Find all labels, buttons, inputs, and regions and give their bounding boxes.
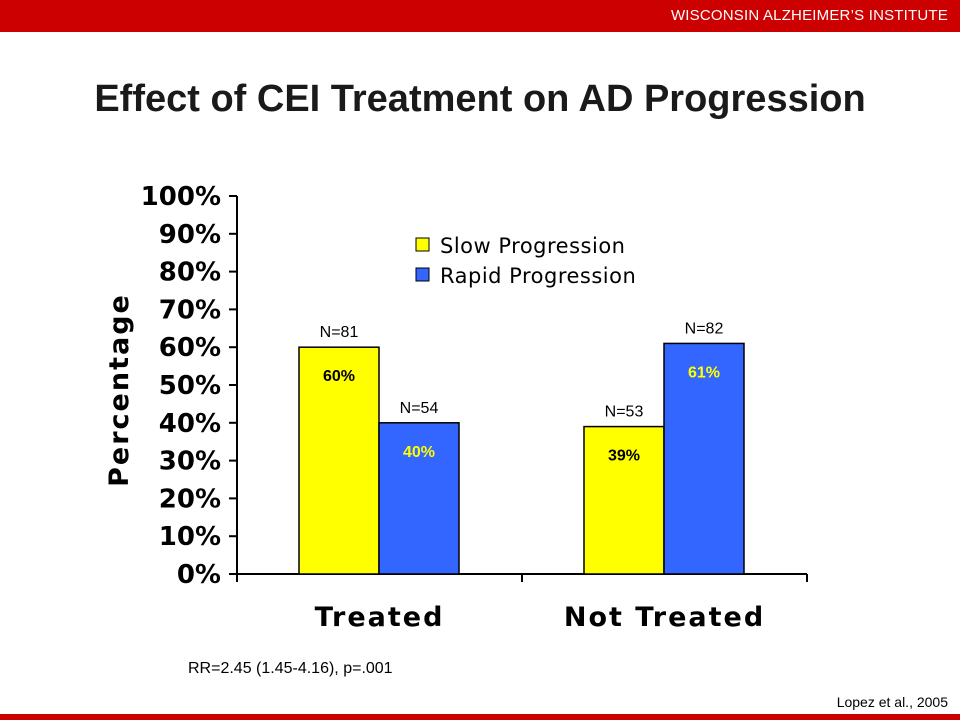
y-tick-label: 80% xyxy=(159,258,221,288)
y-tick-label: 50% xyxy=(159,371,221,401)
y-tick-label: 0% xyxy=(177,560,221,590)
bar-n-label: N=81 xyxy=(320,324,359,341)
bar-n-label: N=53 xyxy=(605,404,644,421)
citation: Lopez et al., 2005 xyxy=(836,694,948,710)
bar-value-label: 40% xyxy=(403,444,435,461)
bar-slow-1 xyxy=(583,425,665,575)
y-tick-label: 40% xyxy=(159,409,221,439)
statistics-footnote: RR=2.45 (1.45-4.16), p=.001 xyxy=(188,660,393,677)
y-tick-label: 30% xyxy=(159,447,221,477)
x-category-label: Treated xyxy=(315,602,445,633)
x-category-label: Not Treated xyxy=(564,602,765,633)
bar-value-label: 61% xyxy=(688,364,720,381)
y-tick-label: 100% xyxy=(141,182,221,212)
y-tick-label: 60% xyxy=(159,333,221,363)
legend-entry: Rapid Progression xyxy=(440,264,636,288)
y-tick-label: 90% xyxy=(159,220,221,250)
bar-slow-0 xyxy=(298,346,380,575)
legend-swatch xyxy=(415,267,430,282)
institute-name: WISCONSIN ALZHEIMER’S INSTITUTE xyxy=(670,7,948,24)
bar-n-label: N=82 xyxy=(685,320,724,337)
legend-entry: Slow Progression xyxy=(440,234,625,258)
y-axis-label: Percentage xyxy=(104,293,135,487)
bar-value-label: 60% xyxy=(323,368,355,385)
bar-n-label: N=54 xyxy=(400,400,439,417)
top-banner: WISCONSIN ALZHEIMER’S INSTITUTE xyxy=(0,0,960,32)
y-tick-label: 10% xyxy=(159,522,221,552)
slide-title: Effect of CEI Treatment on AD Progressio… xyxy=(94,78,866,120)
bottom-banner xyxy=(0,714,960,720)
y-tick-label: 70% xyxy=(159,295,221,325)
legend-swatch xyxy=(415,237,430,252)
bar-rapid-1 xyxy=(663,342,745,575)
bar-value-label: 39% xyxy=(608,448,640,465)
bar-rapid-0 xyxy=(378,422,460,575)
y-tick-label: 20% xyxy=(159,484,221,514)
